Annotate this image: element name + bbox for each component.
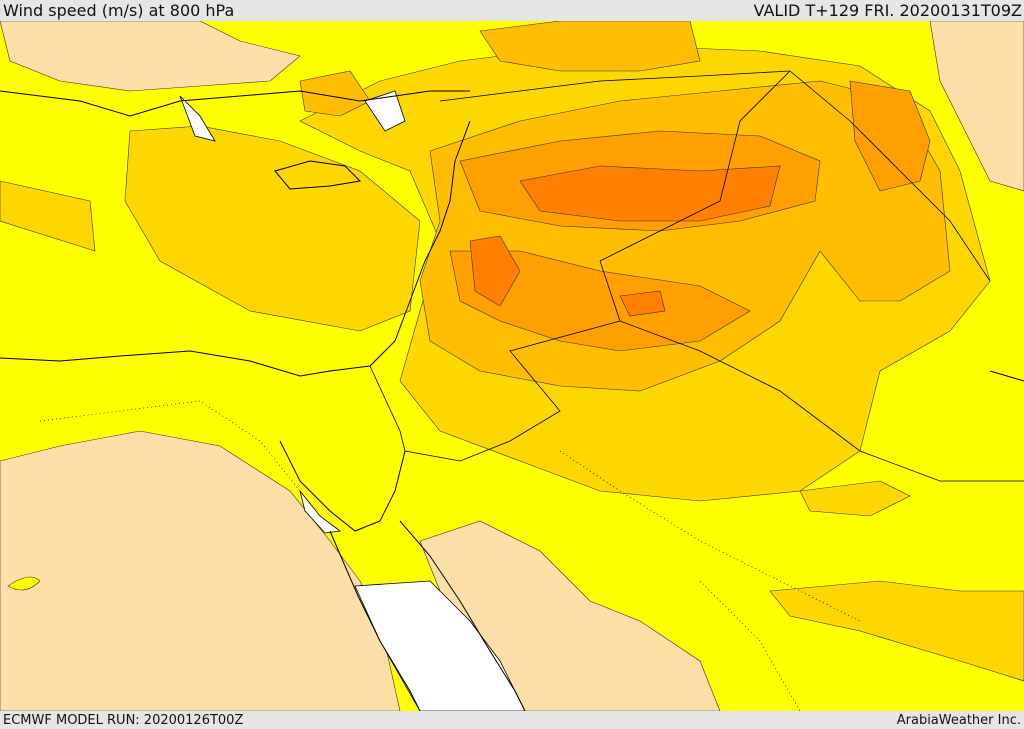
coastline-levant bbox=[369, 120, 471, 367]
border-iraq-saudi bbox=[619, 320, 1024, 482]
white-area-turkey bbox=[364, 90, 406, 132]
moderate-band-east-med bbox=[124, 125, 421, 332]
credit-label: ArabiaWeather Inc. bbox=[896, 712, 1021, 728]
map-header: Wind speed (m/s) at 800 hPa VALID T+129 … bbox=[0, 0, 1024, 21]
moderate-band-mediterranean bbox=[0, 180, 96, 252]
coastline-gulf bbox=[989, 370, 1024, 382]
highest-core-syria bbox=[519, 165, 781, 222]
coastline-sinai bbox=[279, 440, 406, 532]
border-egypt-israel bbox=[369, 365, 406, 452]
calm-zone-southwest bbox=[0, 430, 401, 711]
admin-line-saudi bbox=[559, 450, 861, 622]
high-band-jordan bbox=[449, 250, 751, 352]
border-syria-iraq bbox=[599, 70, 791, 262]
calm-blob-egypt bbox=[7, 576, 41, 591]
highest-core-jordan bbox=[469, 235, 521, 307]
white-area-aegean bbox=[179, 95, 216, 142]
moderate-band-gulf bbox=[769, 580, 1024, 682]
coastline-red-sea-east bbox=[399, 520, 526, 711]
wind-speed-map bbox=[0, 21, 1024, 711]
white-area-gulf-of-suez bbox=[299, 490, 342, 534]
high-band-east bbox=[849, 80, 931, 192]
coastline-north-africa bbox=[0, 350, 371, 377]
border-turkey-syria bbox=[439, 70, 791, 102]
elevated-blob-turkey bbox=[299, 70, 371, 117]
coastline-turkey-south bbox=[0, 90, 470, 117]
calm-zone-caspian bbox=[929, 21, 1024, 192]
moderate-blob-saudi bbox=[799, 480, 911, 517]
map-title: Wind speed (m/s) at 800 hPa bbox=[3, 1, 235, 20]
valid-time-label: VALID T+129 FRI. 20200131T09Z bbox=[753, 1, 1022, 20]
coastline-red-sea-west bbox=[329, 530, 421, 711]
map-footer: ECMWF MODEL RUN: 20200126T00Z ArabiaWeat… bbox=[0, 711, 1024, 729]
elevated-blob-north bbox=[479, 21, 701, 72]
admin-line-arabia bbox=[699, 580, 801, 711]
model-run-label: ECMWF MODEL RUN: 20200126T00Z bbox=[3, 712, 244, 728]
highest-core-small bbox=[619, 290, 666, 317]
border-iran-iraq bbox=[789, 70, 991, 282]
calm-zone-north-anatolia bbox=[0, 21, 301, 92]
coastline-cyprus bbox=[274, 160, 362, 190]
